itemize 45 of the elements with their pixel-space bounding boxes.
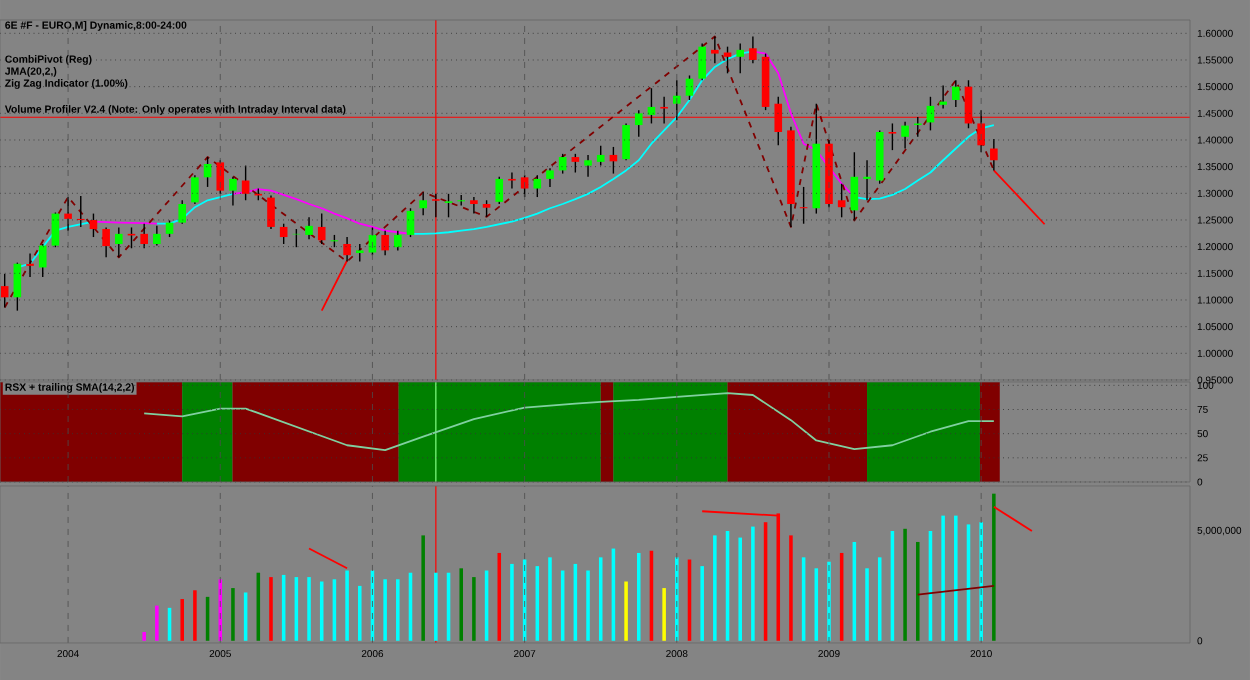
candlestick [685,74,694,101]
candlestick [495,176,504,205]
candlestick [863,159,871,201]
candlestick [711,35,719,64]
candlestick [279,223,288,245]
candlestick [634,109,643,138]
candlestick [673,79,681,121]
candlestick [901,121,909,150]
candlestick [406,207,415,238]
candlestick [913,116,922,138]
candlestick [229,176,237,207]
candlestick [698,42,706,81]
candlestick [115,226,123,259]
candlestick [622,122,630,161]
candlestick [571,153,580,174]
candlestick [305,216,313,240]
candlestick [381,229,389,256]
candlestick [647,87,656,125]
candlestick [267,194,275,230]
candlestick [596,145,605,167]
candlestick [939,84,947,110]
line-series [3,35,995,309]
candlestick [394,229,402,252]
candlestick [26,252,34,278]
candlestick [837,183,846,219]
candlestick [749,35,757,64]
candlestick [888,122,897,151]
candlestick [317,212,326,245]
candlestick [140,223,148,249]
candlestick [508,171,516,190]
candlestick [38,243,47,278]
candlestick [191,174,199,205]
candlestick [153,225,161,247]
candlestick [952,79,960,108]
candlestick [419,191,427,216]
candlestick [51,211,60,248]
candlestick [584,154,592,178]
candlestick [0,273,9,309]
candlestick [533,174,542,198]
candlestick [102,226,110,259]
candlestick [89,212,98,238]
candlestick [736,42,745,75]
candlestick [444,193,453,219]
candlestick [546,167,554,188]
candlestick [470,196,478,215]
